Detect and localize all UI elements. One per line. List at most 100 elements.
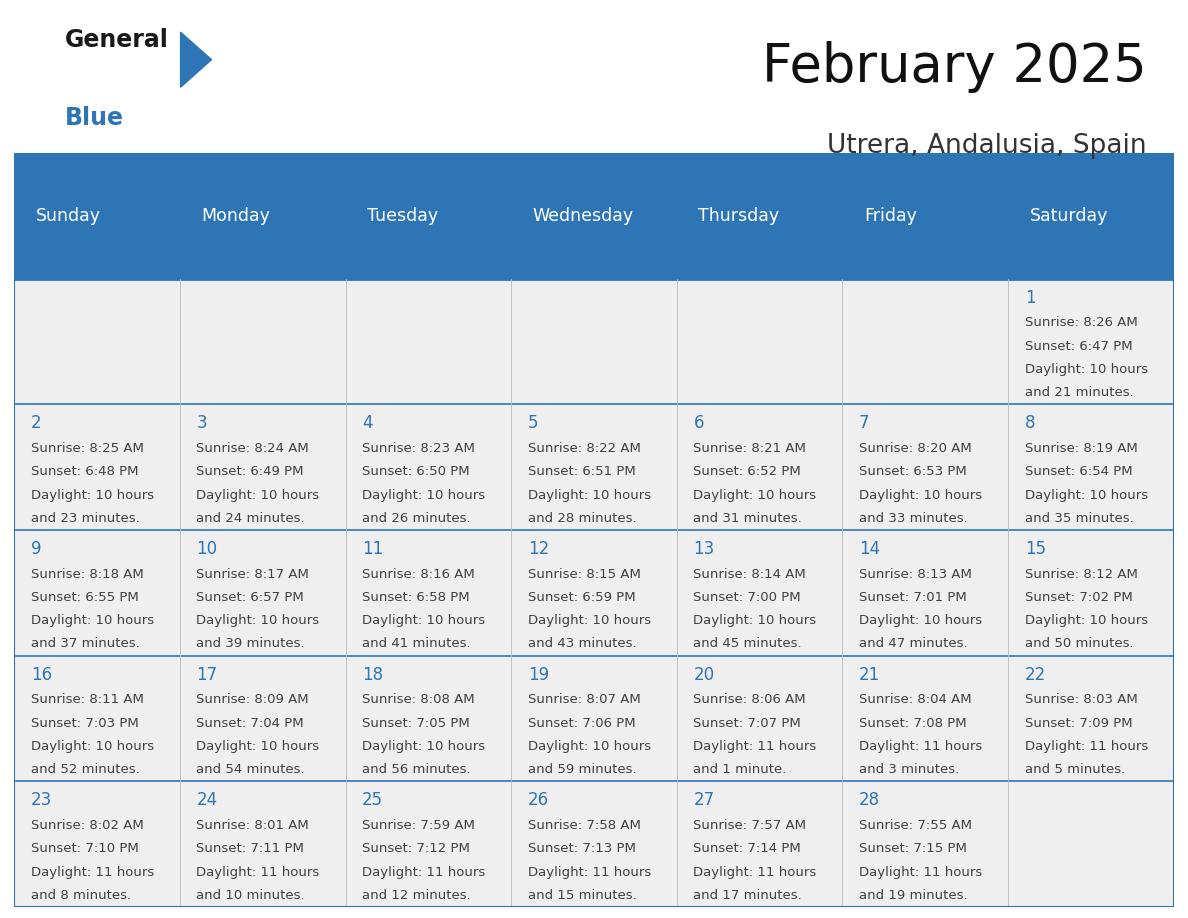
Text: Daylight: 11 hours: Daylight: 11 hours [31, 866, 154, 879]
Text: Sunrise: 8:09 AM: Sunrise: 8:09 AM [196, 693, 309, 707]
Text: Daylight: 10 hours: Daylight: 10 hours [1025, 614, 1148, 627]
Text: 28: 28 [859, 791, 880, 810]
Text: and 33 minutes.: and 33 minutes. [859, 512, 968, 525]
Text: Daylight: 11 hours: Daylight: 11 hours [362, 866, 486, 879]
Text: and 10 minutes.: and 10 minutes. [196, 889, 305, 901]
Text: Daylight: 11 hours: Daylight: 11 hours [694, 866, 816, 879]
Text: 19: 19 [527, 666, 549, 684]
Text: Sunset: 6:52 PM: Sunset: 6:52 PM [694, 465, 801, 478]
Text: and 54 minutes.: and 54 minutes. [196, 763, 305, 776]
Text: Sunrise: 8:08 AM: Sunrise: 8:08 AM [362, 693, 475, 707]
Text: Daylight: 10 hours: Daylight: 10 hours [527, 488, 651, 501]
Bar [14, 405, 1174, 530]
Text: Sunrise: 8:14 AM: Sunrise: 8:14 AM [694, 567, 807, 581]
Text: Sunset: 7:13 PM: Sunset: 7:13 PM [527, 843, 636, 856]
Text: and 15 minutes.: and 15 minutes. [527, 889, 637, 901]
Text: Sunrise: 8:18 AM: Sunrise: 8:18 AM [31, 567, 144, 581]
Text: Monday: Monday [202, 207, 271, 225]
Text: Utrera, Andalusia, Spain: Utrera, Andalusia, Spain [827, 133, 1146, 159]
Bar [14, 279, 1174, 405]
Text: 9: 9 [31, 540, 42, 558]
Text: Daylight: 11 hours: Daylight: 11 hours [859, 740, 982, 753]
Text: Daylight: 10 hours: Daylight: 10 hours [362, 614, 485, 627]
Text: and 21 minutes.: and 21 minutes. [1025, 386, 1133, 399]
Text: Sunrise: 8:02 AM: Sunrise: 8:02 AM [31, 819, 144, 832]
Text: Sunrise: 8:03 AM: Sunrise: 8:03 AM [1025, 693, 1137, 707]
Text: Sunset: 6:50 PM: Sunset: 6:50 PM [362, 465, 469, 478]
Text: Blue: Blue [65, 106, 125, 129]
Text: 14: 14 [859, 540, 880, 558]
Text: Daylight: 10 hours: Daylight: 10 hours [1025, 363, 1148, 376]
Bar [14, 530, 1174, 655]
Text: Sunrise: 8:06 AM: Sunrise: 8:06 AM [694, 693, 805, 707]
Text: Sunset: 7:01 PM: Sunset: 7:01 PM [859, 591, 967, 604]
Text: Sunset: 6:59 PM: Sunset: 6:59 PM [527, 591, 636, 604]
Text: and 12 minutes.: and 12 minutes. [362, 889, 470, 901]
Text: 22: 22 [1025, 666, 1045, 684]
Text: 10: 10 [196, 540, 217, 558]
Text: Sunrise: 7:57 AM: Sunrise: 7:57 AM [694, 819, 807, 832]
Text: 11: 11 [362, 540, 384, 558]
Text: 12: 12 [527, 540, 549, 558]
Text: and 45 minutes.: and 45 minutes. [694, 637, 802, 651]
Text: Sunrise: 8:21 AM: Sunrise: 8:21 AM [694, 442, 807, 455]
Text: Sunset: 7:07 PM: Sunset: 7:07 PM [694, 717, 801, 730]
Text: and 3 minutes.: and 3 minutes. [859, 763, 959, 776]
Text: 20: 20 [694, 666, 714, 684]
Text: Sunset: 7:10 PM: Sunset: 7:10 PM [31, 843, 139, 856]
Text: and 8 minutes.: and 8 minutes. [31, 889, 131, 901]
Text: 7: 7 [859, 415, 870, 432]
Text: 6: 6 [694, 415, 703, 432]
Text: Tuesday: Tuesday [367, 207, 438, 225]
Text: Sunrise: 8:22 AM: Sunrise: 8:22 AM [527, 442, 640, 455]
Text: Daylight: 10 hours: Daylight: 10 hours [31, 488, 154, 501]
Text: Saturday: Saturday [1030, 207, 1108, 225]
Text: Sunset: 6:53 PM: Sunset: 6:53 PM [859, 465, 967, 478]
Text: and 26 minutes.: and 26 minutes. [362, 512, 470, 525]
Text: and 5 minutes.: and 5 minutes. [1025, 763, 1125, 776]
Text: Sunrise: 8:07 AM: Sunrise: 8:07 AM [527, 693, 640, 707]
Text: Sunrise: 7:55 AM: Sunrise: 7:55 AM [859, 819, 972, 832]
Text: Sunset: 7:11 PM: Sunset: 7:11 PM [196, 843, 304, 856]
Text: February 2025: February 2025 [762, 41, 1146, 94]
Text: 23: 23 [31, 791, 52, 810]
Text: Sunrise: 7:59 AM: Sunrise: 7:59 AM [362, 819, 475, 832]
Text: Sunrise: 7:58 AM: Sunrise: 7:58 AM [527, 819, 640, 832]
Text: Sunday: Sunday [36, 207, 101, 225]
Text: Sunset: 7:09 PM: Sunset: 7:09 PM [1025, 717, 1132, 730]
Text: Sunrise: 8:23 AM: Sunrise: 8:23 AM [362, 442, 475, 455]
Text: Sunset: 7:12 PM: Sunset: 7:12 PM [362, 843, 470, 856]
Text: and 56 minutes.: and 56 minutes. [362, 763, 470, 776]
Text: Sunset: 7:08 PM: Sunset: 7:08 PM [859, 717, 967, 730]
Bar [14, 781, 1174, 907]
Text: Sunset: 7:02 PM: Sunset: 7:02 PM [1025, 591, 1132, 604]
Text: and 41 minutes.: and 41 minutes. [362, 637, 470, 651]
Text: 16: 16 [31, 666, 52, 684]
Text: 25: 25 [362, 791, 384, 810]
Text: 18: 18 [362, 666, 384, 684]
Text: 15: 15 [1025, 540, 1045, 558]
Text: Daylight: 10 hours: Daylight: 10 hours [694, 614, 816, 627]
Text: Sunset: 6:55 PM: Sunset: 6:55 PM [31, 591, 139, 604]
Text: 13: 13 [694, 540, 715, 558]
Text: 24: 24 [196, 791, 217, 810]
Text: 17: 17 [196, 666, 217, 684]
Text: Sunrise: 8:20 AM: Sunrise: 8:20 AM [859, 442, 972, 455]
Text: and 1 minute.: and 1 minute. [694, 763, 786, 776]
Text: Daylight: 10 hours: Daylight: 10 hours [196, 488, 320, 501]
Text: 26: 26 [527, 791, 549, 810]
Text: Sunset: 7:00 PM: Sunset: 7:00 PM [694, 591, 801, 604]
Text: Friday: Friday [864, 207, 917, 225]
Text: Sunrise: 8:15 AM: Sunrise: 8:15 AM [527, 567, 640, 581]
Text: Sunset: 6:51 PM: Sunset: 6:51 PM [527, 465, 636, 478]
Text: Daylight: 10 hours: Daylight: 10 hours [362, 740, 485, 753]
Text: and 17 minutes.: and 17 minutes. [694, 889, 802, 901]
Text: and 19 minutes.: and 19 minutes. [859, 889, 968, 901]
Text: Sunrise: 8:13 AM: Sunrise: 8:13 AM [859, 567, 972, 581]
Text: Daylight: 10 hours: Daylight: 10 hours [527, 740, 651, 753]
Text: Sunset: 6:58 PM: Sunset: 6:58 PM [362, 591, 469, 604]
Text: and 28 minutes.: and 28 minutes. [527, 512, 637, 525]
Text: 4: 4 [362, 415, 373, 432]
Text: and 59 minutes.: and 59 minutes. [527, 763, 637, 776]
Text: Sunset: 7:14 PM: Sunset: 7:14 PM [694, 843, 801, 856]
